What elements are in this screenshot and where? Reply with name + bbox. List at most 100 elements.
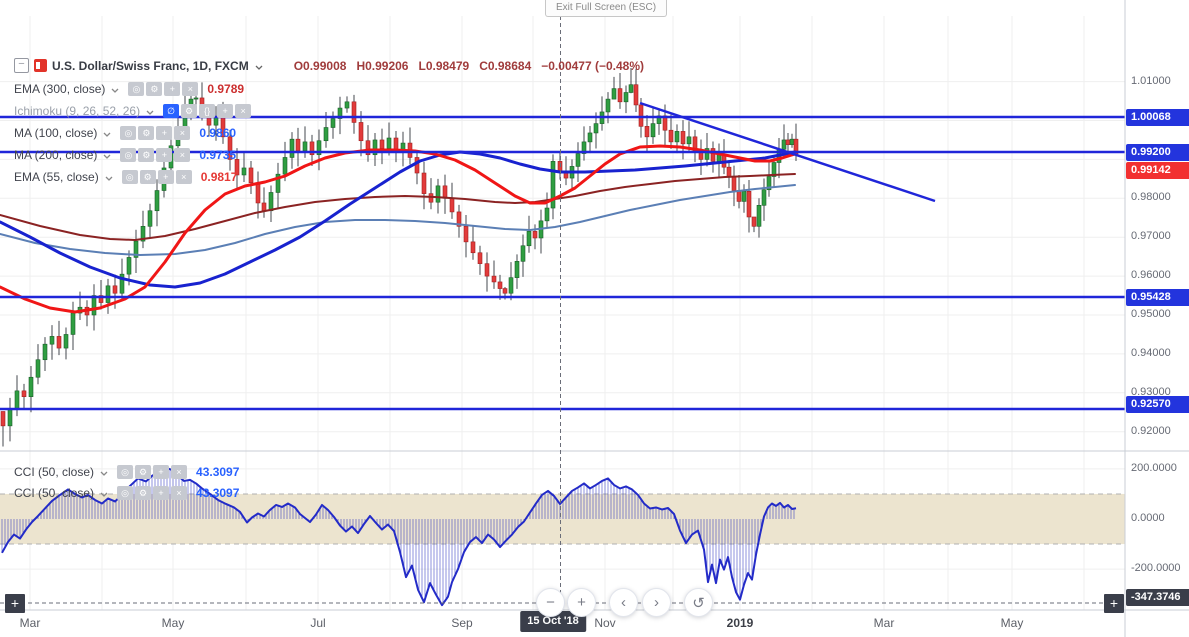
chevron-down-icon[interactable] [100,465,108,479]
zoom-out-button[interactable]: − [536,588,565,617]
indicator-label[interactable]: Ichimoku (9, 26, 52, 26) [14,104,141,118]
plus-icon[interactable]: + [153,465,170,479]
plus-icon[interactable]: + [156,148,173,162]
price-tick-label: 0.98000 [1131,191,1171,204]
eye-icon[interactable]: ◎ [117,465,134,479]
braces-icon[interactable]: {} [199,104,216,118]
eye-off-icon[interactable]: ∅ [163,104,180,118]
candle-down [456,211,462,227]
gear-icon[interactable]: ⚙ [139,170,156,184]
scroll-right-button[interactable]: › [642,588,671,617]
candle-down [497,281,503,289]
indicator-label[interactable]: EMA (300, close) [14,82,106,96]
candle-up [344,101,350,109]
descending-trendline[interactable] [639,101,936,203]
candle-up [126,257,132,275]
candle-down [477,252,483,264]
candle-up [628,84,634,93]
chevron-down-icon[interactable] [146,104,154,118]
plus-icon[interactable]: + [153,486,170,500]
ohlc-high: H0.99206 [356,58,409,73]
overlay-line-ema55[interactable] [0,144,797,314]
eye-icon[interactable]: ◎ [120,126,137,140]
chevron-down-icon[interactable] [105,170,113,184]
chevron-down-icon[interactable] [103,126,111,140]
close-icon[interactable]: × [235,104,252,118]
close-icon[interactable]: × [174,148,191,162]
candle-up [686,136,692,145]
candle-up [275,173,281,193]
gear-icon[interactable]: ⚙ [146,82,163,96]
close-icon[interactable]: × [171,465,188,479]
gear-icon[interactable]: ⚙ [138,148,155,162]
overlay-line-ema300[interactable] [0,173,796,241]
candle-up [28,376,34,397]
symbol-title[interactable]: U.S. Dollar/Swiss Franc, 1D, FXCM [52,58,249,73]
close-icon[interactable]: × [174,126,191,140]
reset-view-button[interactable]: ↺ [684,588,713,617]
cci-legend-row: CCI (50, close) ◎ ⚙ + × 43.3097 [14,486,239,500]
indicator-label[interactable]: CCI (50, close) [14,486,95,500]
candle-up [241,167,247,176]
overlay-line-ma200[interactable] [0,184,796,256]
candle-down [532,231,538,239]
candle-up [154,190,160,212]
candle-up [289,138,295,158]
eye-icon[interactable]: ◎ [121,170,138,184]
candle-up [372,139,378,156]
candle-up [575,153,581,167]
candle-up [35,359,41,378]
candle-up [105,285,111,303]
chevron-down-icon[interactable] [103,148,111,162]
price-tick-label: 0.97000 [1131,230,1171,243]
indicator-label[interactable]: MA (200, close) [14,148,98,162]
indicator-label[interactable]: CCI (50, close) [14,465,95,479]
candle-down [710,148,716,162]
price-tick-label: 0.95000 [1131,308,1171,320]
time-tick-label: Sep [451,616,473,630]
gear-icon[interactable]: ⚙ [181,104,198,118]
eye-icon[interactable]: ◎ [128,82,145,96]
candle-down [442,185,448,199]
indicator-label[interactable]: EMA (55, close) [14,170,99,184]
time-tick-label: Mar [19,616,41,630]
plus-icon[interactable]: + [156,126,173,140]
plus-icon[interactable]: + [164,82,181,96]
candle-down [617,88,623,103]
gear-icon[interactable]: ⚙ [135,465,152,479]
indicator-legend-row: MA (200, close) ◎ ⚙ + × 0.9735 [14,148,236,162]
indicator-buttons: ◎ ⚙ + × [120,126,191,140]
candle-up [42,343,48,361]
candle-down [449,198,455,213]
plus-icon[interactable]: + [217,104,234,118]
chevron-down-icon[interactable] [111,82,119,96]
zoom-in-button[interactable]: + [567,588,596,617]
candle-down [309,141,315,156]
price-badge-0.99142: 0.99142 [1126,162,1189,179]
indicator-label[interactable]: MA (100, close) [14,126,98,140]
candle-down [358,122,364,142]
plus-icon[interactable]: + [157,170,174,184]
eye-icon[interactable]: ◎ [117,486,134,500]
close-icon[interactable]: × [182,82,199,96]
crosshair-plus-left[interactable] [5,594,25,613]
crosshair-plus-right[interactable] [1104,594,1124,613]
eye-icon[interactable]: ◎ [120,148,137,162]
price-tick-label: 0.94000 [1131,346,1171,359]
chevron-down-icon[interactable] [255,59,263,73]
gear-icon[interactable]: ⚙ [138,126,155,140]
collapse-pane-button[interactable]: − [14,58,29,73]
scroll-left-button[interactable]: ‹ [609,588,638,617]
candle-down [491,275,497,283]
candle-up [581,141,587,154]
time-tick-label: Nov [594,616,616,630]
indicator-value: 0.9735 [199,148,237,162]
close-icon[interactable]: × [171,486,188,500]
indicator-value: 0.9789 [207,82,245,96]
close-icon[interactable]: × [175,170,192,184]
chevron-down-icon[interactable] [100,486,108,500]
gear-icon[interactable]: ⚙ [135,486,152,500]
candle-up [766,176,772,191]
indicator-legend-row: EMA (55, close) ◎ ⚙ + × 0.9817 [14,170,237,184]
